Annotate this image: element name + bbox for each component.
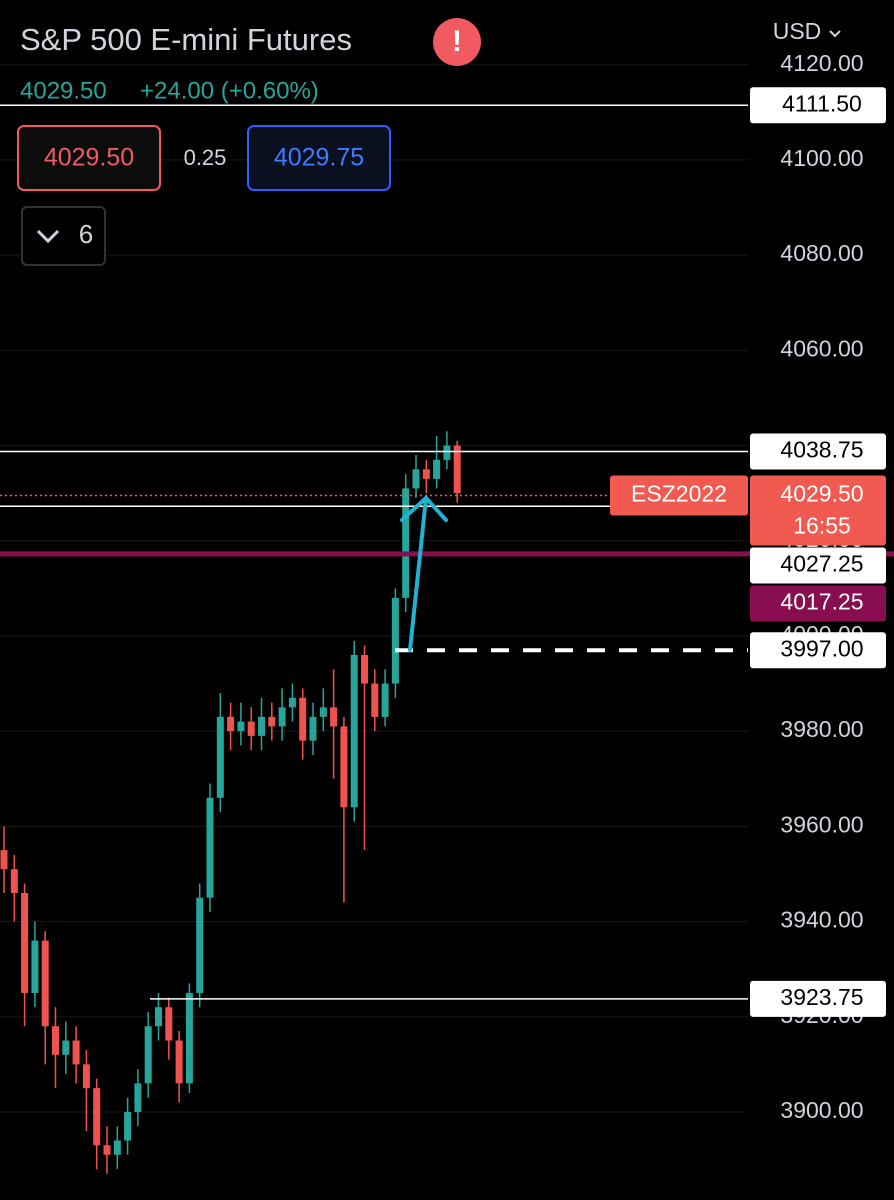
y-tick-label: 3980.00 xyxy=(780,716,863,742)
candle-body xyxy=(82,1064,90,1089)
y-tick-label: 4060.00 xyxy=(780,335,863,361)
level-label: 3997.00 xyxy=(780,635,863,661)
candle-body xyxy=(0,850,8,870)
alert-mark: ! xyxy=(452,25,462,58)
symbol-label: ESZ2022 xyxy=(631,481,727,507)
candle-body xyxy=(62,1040,70,1055)
candle-body xyxy=(124,1111,132,1141)
candle-body xyxy=(340,726,348,808)
sell-button[interactable] xyxy=(17,125,161,191)
candle-body xyxy=(185,992,193,1084)
alert-icon[interactable] xyxy=(433,18,481,66)
candle-body xyxy=(412,469,420,489)
y-tick-label: 3960.00 xyxy=(780,811,863,837)
candle-body xyxy=(155,1007,162,1027)
candle-body xyxy=(52,1026,59,1055)
candle-body xyxy=(350,654,358,808)
bid-price: 4029.50 xyxy=(44,144,134,172)
price-change: +24.00 (+0.60%) xyxy=(140,77,319,104)
level-label: 3923.75 xyxy=(780,984,863,1010)
candle-body xyxy=(31,940,39,993)
candle-body xyxy=(422,469,430,479)
candle-body xyxy=(371,683,379,717)
y-tick-label: 3940.00 xyxy=(780,907,863,933)
chevron xyxy=(36,229,60,244)
candle-body xyxy=(381,683,389,717)
level-label-box xyxy=(750,433,886,470)
candle-body xyxy=(247,721,255,736)
indicators-toggle[interactable] xyxy=(21,206,106,266)
candle-body xyxy=(227,716,235,732)
candle-body xyxy=(10,869,18,893)
level-labels: 4111.50 4038.75 4029.50 16:55 ESZ2022 4027.25… xyxy=(610,87,886,1017)
candle-body xyxy=(175,1040,183,1084)
drawn-arrow xyxy=(400,495,448,652)
currency[interactable]: USD xyxy=(773,18,822,44)
countdown: 16:55 xyxy=(793,513,851,539)
candle-body xyxy=(165,1007,173,1041)
buy-button[interactable] xyxy=(247,125,391,191)
candle-body xyxy=(268,716,276,727)
candle-body xyxy=(72,1040,80,1065)
candle-body xyxy=(258,716,265,736)
candle-body xyxy=(309,716,317,741)
level-label-box xyxy=(750,87,886,124)
candle-body xyxy=(103,1145,111,1155)
candle-body xyxy=(402,488,410,598)
candle-body xyxy=(196,897,204,993)
level-label-box xyxy=(750,980,886,1017)
level-label-box xyxy=(750,547,886,584)
level-label: 4038.75 xyxy=(780,437,863,463)
level-label-box xyxy=(750,632,886,669)
candle-body xyxy=(443,445,451,460)
levels xyxy=(0,104,894,1000)
candle-body xyxy=(361,654,368,684)
candle-body xyxy=(319,707,327,717)
candle-body xyxy=(113,1140,121,1155)
level-label-box xyxy=(750,585,886,622)
candle-body xyxy=(453,445,461,494)
candle-body xyxy=(299,697,307,741)
level-label-box xyxy=(750,475,886,546)
candle-body xyxy=(391,597,399,684)
candle-body xyxy=(433,459,441,479)
level-label: 4027.25 xyxy=(780,551,863,577)
last-price: 4029.50 xyxy=(20,77,107,104)
currency-chevron xyxy=(829,30,841,38)
y-tick-label: 4100.00 xyxy=(780,145,863,171)
candle-body xyxy=(288,697,296,708)
candle-body xyxy=(237,721,245,732)
candle-body xyxy=(330,707,338,727)
level-label: 4029.50 xyxy=(780,481,863,507)
level-label: 4017.25 xyxy=(780,589,863,615)
candle-body xyxy=(278,707,286,727)
candle-body xyxy=(21,892,29,993)
candle-body xyxy=(41,940,49,1027)
candle-body xyxy=(93,1088,101,1146)
title: S&P 500 E-mini Futures xyxy=(20,22,352,57)
y-tick-label: 3900.00 xyxy=(780,1097,863,1123)
candles xyxy=(0,431,461,1174)
candle-body xyxy=(216,716,224,798)
spread: 0.25 xyxy=(184,145,227,170)
candle-body xyxy=(134,1083,142,1112)
symbol-box xyxy=(610,475,748,516)
ask-price: 4029.75 xyxy=(274,144,364,172)
level-label: 4111.50 xyxy=(782,90,862,116)
candle-body xyxy=(144,1026,152,1084)
y-tick-label: 4080.00 xyxy=(780,240,863,266)
y-tick-label: 4120.00 xyxy=(780,50,863,76)
candle-body xyxy=(206,797,214,898)
indicator-count: 6 xyxy=(79,219,93,249)
